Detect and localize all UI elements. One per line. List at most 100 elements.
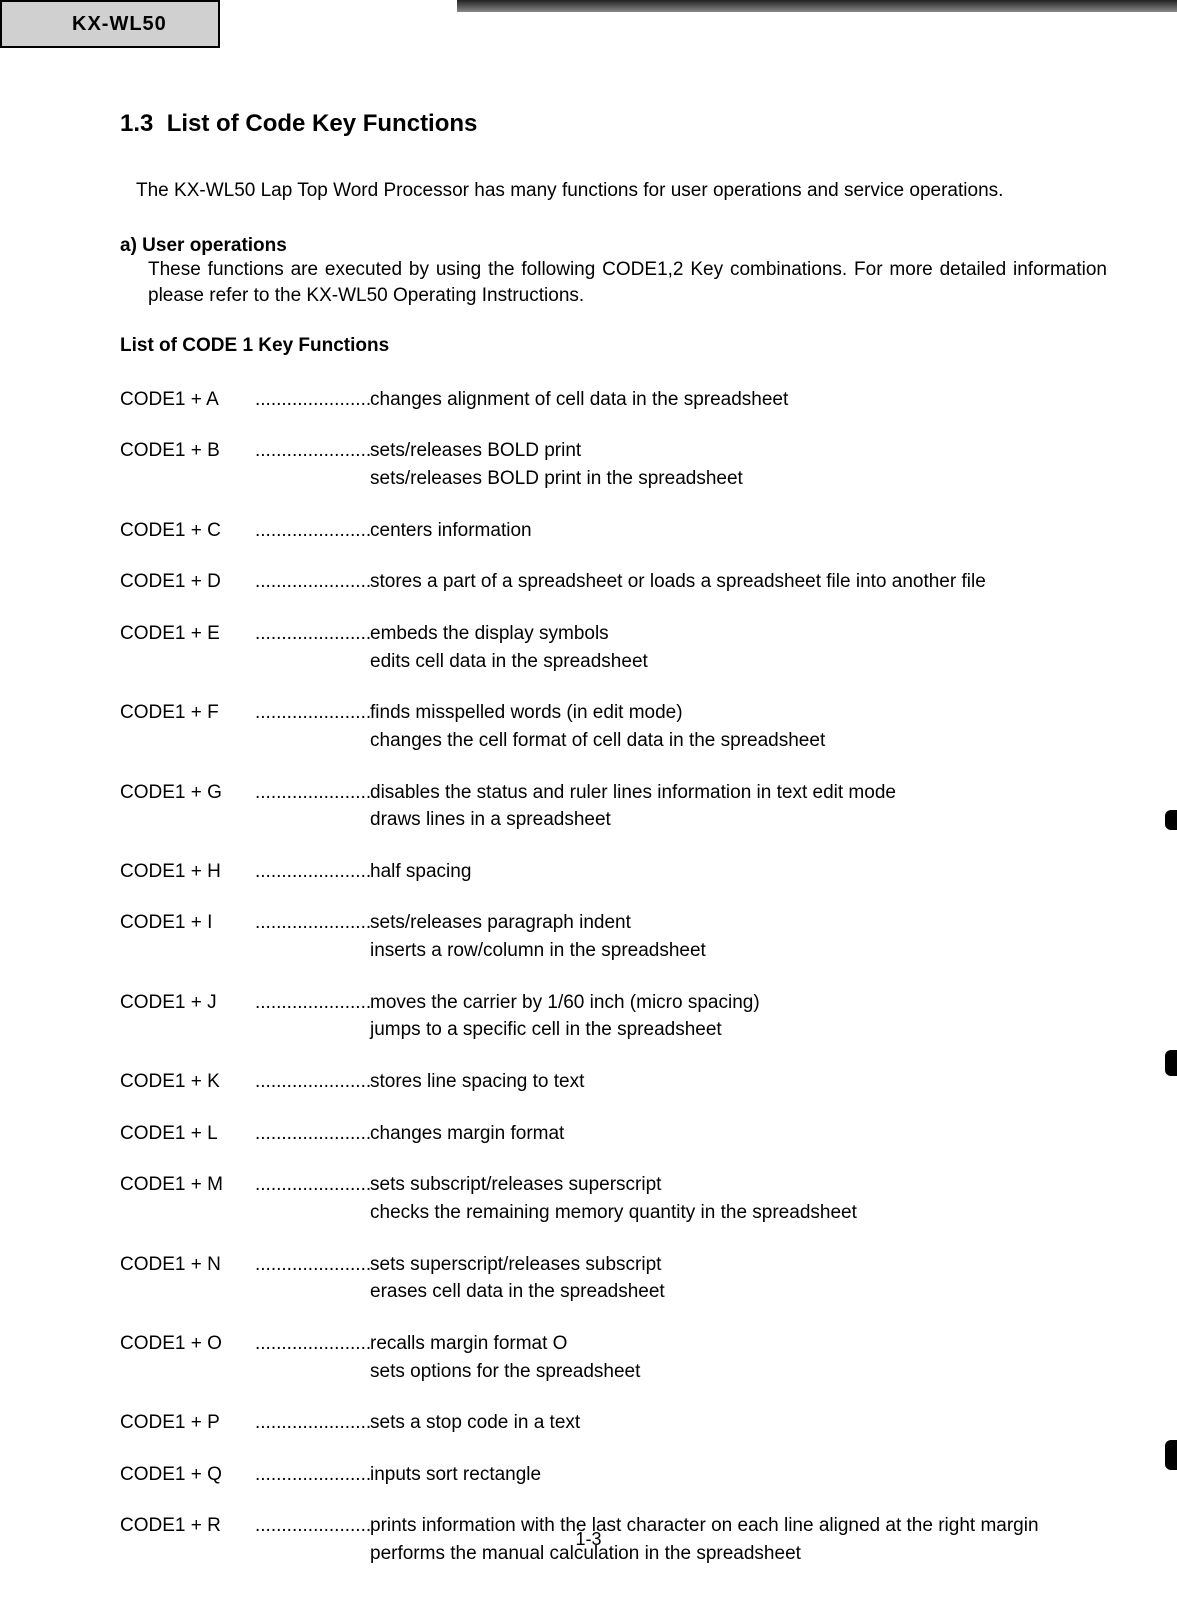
scan-artifact-top	[457, 0, 1177, 12]
dot-leader: ...........................	[255, 1252, 370, 1307]
dot-leader: ...........................	[255, 621, 370, 676]
code-description-line: half spacing	[370, 859, 1107, 885]
code-description-line: embeds the display symbols	[370, 621, 1107, 647]
code-list: CODE1 + A...........................chan…	[120, 387, 1107, 1569]
dot-leader: ...........................	[255, 387, 370, 415]
code-description: disables the status and ruler lines info…	[370, 780, 1107, 835]
code-item: CODE1 + H...........................half…	[120, 859, 1107, 887]
code-description: sets superscript/releases subscripterase…	[370, 1252, 1107, 1307]
dot-leader: ...........................	[255, 910, 370, 965]
code-description: sets/releases BOLD printsets/releases BO…	[370, 438, 1107, 493]
code-key: CODE1 + O	[120, 1331, 255, 1386]
dot-leader: ...........................	[255, 859, 370, 887]
code-item: CODE1 + N...........................sets…	[120, 1252, 1107, 1307]
code-item: CODE1 + M...........................sets…	[120, 1172, 1107, 1227]
dot-leader: ...........................	[255, 1331, 370, 1386]
code-item: CODE1 + G...........................disa…	[120, 780, 1107, 835]
code-description-line: centers information	[370, 518, 1107, 544]
code-description: finds misspelled words (in edit mode)cha…	[370, 700, 1107, 755]
code-description-line: sets/releases BOLD print in the spreadsh…	[370, 466, 1107, 492]
intro-text: The KX-WL50 Lap Top Word Processor has m…	[136, 178, 1107, 205]
code-key: CODE1 + J	[120, 990, 255, 1045]
code-description: moves the carrier by 1/60 inch (micro sp…	[370, 990, 1107, 1045]
code-description: sets/releases paragraph indentinserts a …	[370, 910, 1107, 965]
binder-hole-icon	[1165, 1440, 1177, 1470]
code-description-line: inputs sort rectangle	[370, 1462, 1107, 1488]
code-key: CODE1 + P	[120, 1410, 255, 1438]
code-description-line: draws lines in a spreadsheet	[370, 807, 1107, 833]
code-description-line: sets a stop code in a text	[370, 1410, 1107, 1436]
code-description-line: finds misspelled words (in edit mode)	[370, 700, 1107, 726]
code-item: CODE1 + I...........................sets…	[120, 910, 1107, 965]
code-key: CODE1 + I	[120, 910, 255, 965]
code-item: CODE1 + Q...........................inpu…	[120, 1462, 1107, 1490]
code-description: inputs sort rectangle	[370, 1462, 1107, 1490]
code-item: CODE1 + P...........................sets…	[120, 1410, 1107, 1438]
code-item: CODE1 + E...........................embe…	[120, 621, 1107, 676]
dot-leader: ...........................	[255, 1462, 370, 1490]
code-item: CODE1 + J...........................move…	[120, 990, 1107, 1045]
binder-hole-icon	[1165, 1050, 1177, 1076]
code-description-line: edits cell data in the spreadsheet	[370, 649, 1107, 675]
subsection-user-ops: a) User operations These functions are e…	[120, 235, 1107, 310]
code-description-line: moves the carrier by 1/60 inch (micro sp…	[370, 990, 1107, 1016]
code-description-line: recalls margin format O	[370, 1331, 1107, 1357]
code-key: CODE1 + F	[120, 700, 255, 755]
dot-leader: ...........................	[255, 780, 370, 835]
dot-leader: ...........................	[255, 1069, 370, 1097]
code-description-line: checks the remaining memory quantity in …	[370, 1200, 1107, 1226]
code-item: CODE1 + D...........................stor…	[120, 569, 1107, 597]
binder-hole-icon	[1165, 810, 1177, 830]
code-key: CODE1 + C	[120, 518, 255, 546]
code-description: sets subscript/releases superscriptcheck…	[370, 1172, 1107, 1227]
dot-leader: ...........................	[255, 1172, 370, 1227]
model-label: KX-WL50	[72, 13, 167, 36]
code-item: CODE1 + K...........................stor…	[120, 1069, 1107, 1097]
model-tab: KX-WL50	[0, 0, 220, 48]
page-number: 1-3	[0, 1529, 1177, 1550]
section-number: 1.3	[120, 110, 153, 137]
code-key: CODE1 + Q	[120, 1462, 255, 1490]
code-description: recalls margin format Osets options for …	[370, 1331, 1107, 1386]
code-description-line: sets/releases BOLD print	[370, 438, 1107, 464]
code-description-line: changes margin format	[370, 1121, 1107, 1147]
page-content: 1.3 List of Code Key Functions The KX-WL…	[120, 110, 1107, 1593]
code-item: CODE1 + B...........................sets…	[120, 438, 1107, 493]
dot-leader: ...........................	[255, 1121, 370, 1149]
section-title: 1.3 List of Code Key Functions	[120, 110, 1107, 138]
code-description: embeds the display symbolsedits cell dat…	[370, 621, 1107, 676]
code-item: CODE1 + F...........................find…	[120, 700, 1107, 755]
code-description: half spacing	[370, 859, 1107, 887]
code-key: CODE1 + A	[120, 387, 255, 415]
code-description-line: sets subscript/releases superscript	[370, 1172, 1107, 1198]
code-item: CODE1 + O...........................reca…	[120, 1331, 1107, 1386]
code-description: stores line spacing to text	[370, 1069, 1107, 1097]
code-key: CODE1 + G	[120, 780, 255, 835]
dot-leader: ...........................	[255, 700, 370, 755]
list-heading: List of CODE 1 Key Functions	[120, 335, 1107, 357]
subsection-label: a) User operations	[120, 235, 1107, 257]
code-description-line: sets/releases paragraph indent	[370, 910, 1107, 936]
code-key: CODE1 + M	[120, 1172, 255, 1227]
code-description: changes alignment of cell data in the sp…	[370, 387, 1107, 415]
code-key: CODE1 + D	[120, 569, 255, 597]
subsection-text: These functions are executed by using th…	[148, 257, 1107, 310]
code-description-line: changes alignment of cell data in the sp…	[370, 387, 1107, 413]
code-item: CODE1 + L...........................chan…	[120, 1121, 1107, 1149]
code-description-line: sets superscript/releases subscript	[370, 1252, 1107, 1278]
code-item: CODE1 + C...........................cent…	[120, 518, 1107, 546]
code-key: CODE1 + N	[120, 1252, 255, 1307]
code-key: CODE1 + L	[120, 1121, 255, 1149]
section-title-text: List of Code Key Functions	[167, 110, 478, 137]
code-description: centers information	[370, 518, 1107, 546]
code-description-line: jumps to a specific cell in the spreadsh…	[370, 1017, 1107, 1043]
code-key: CODE1 + H	[120, 859, 255, 887]
code-description-line: stores line spacing to text	[370, 1069, 1107, 1095]
code-key: CODE1 + K	[120, 1069, 255, 1097]
code-description: stores a part of a spreadsheet or loads …	[370, 569, 1107, 597]
code-description-line: sets options for the spreadsheet	[370, 1359, 1107, 1385]
code-description-line: inserts a row/column in the spreadsheet	[370, 938, 1107, 964]
dot-leader: ...........................	[255, 518, 370, 546]
code-description-line: erases cell data in the spreadsheet	[370, 1279, 1107, 1305]
code-description-line: changes the cell format of cell data in …	[370, 728, 1107, 754]
